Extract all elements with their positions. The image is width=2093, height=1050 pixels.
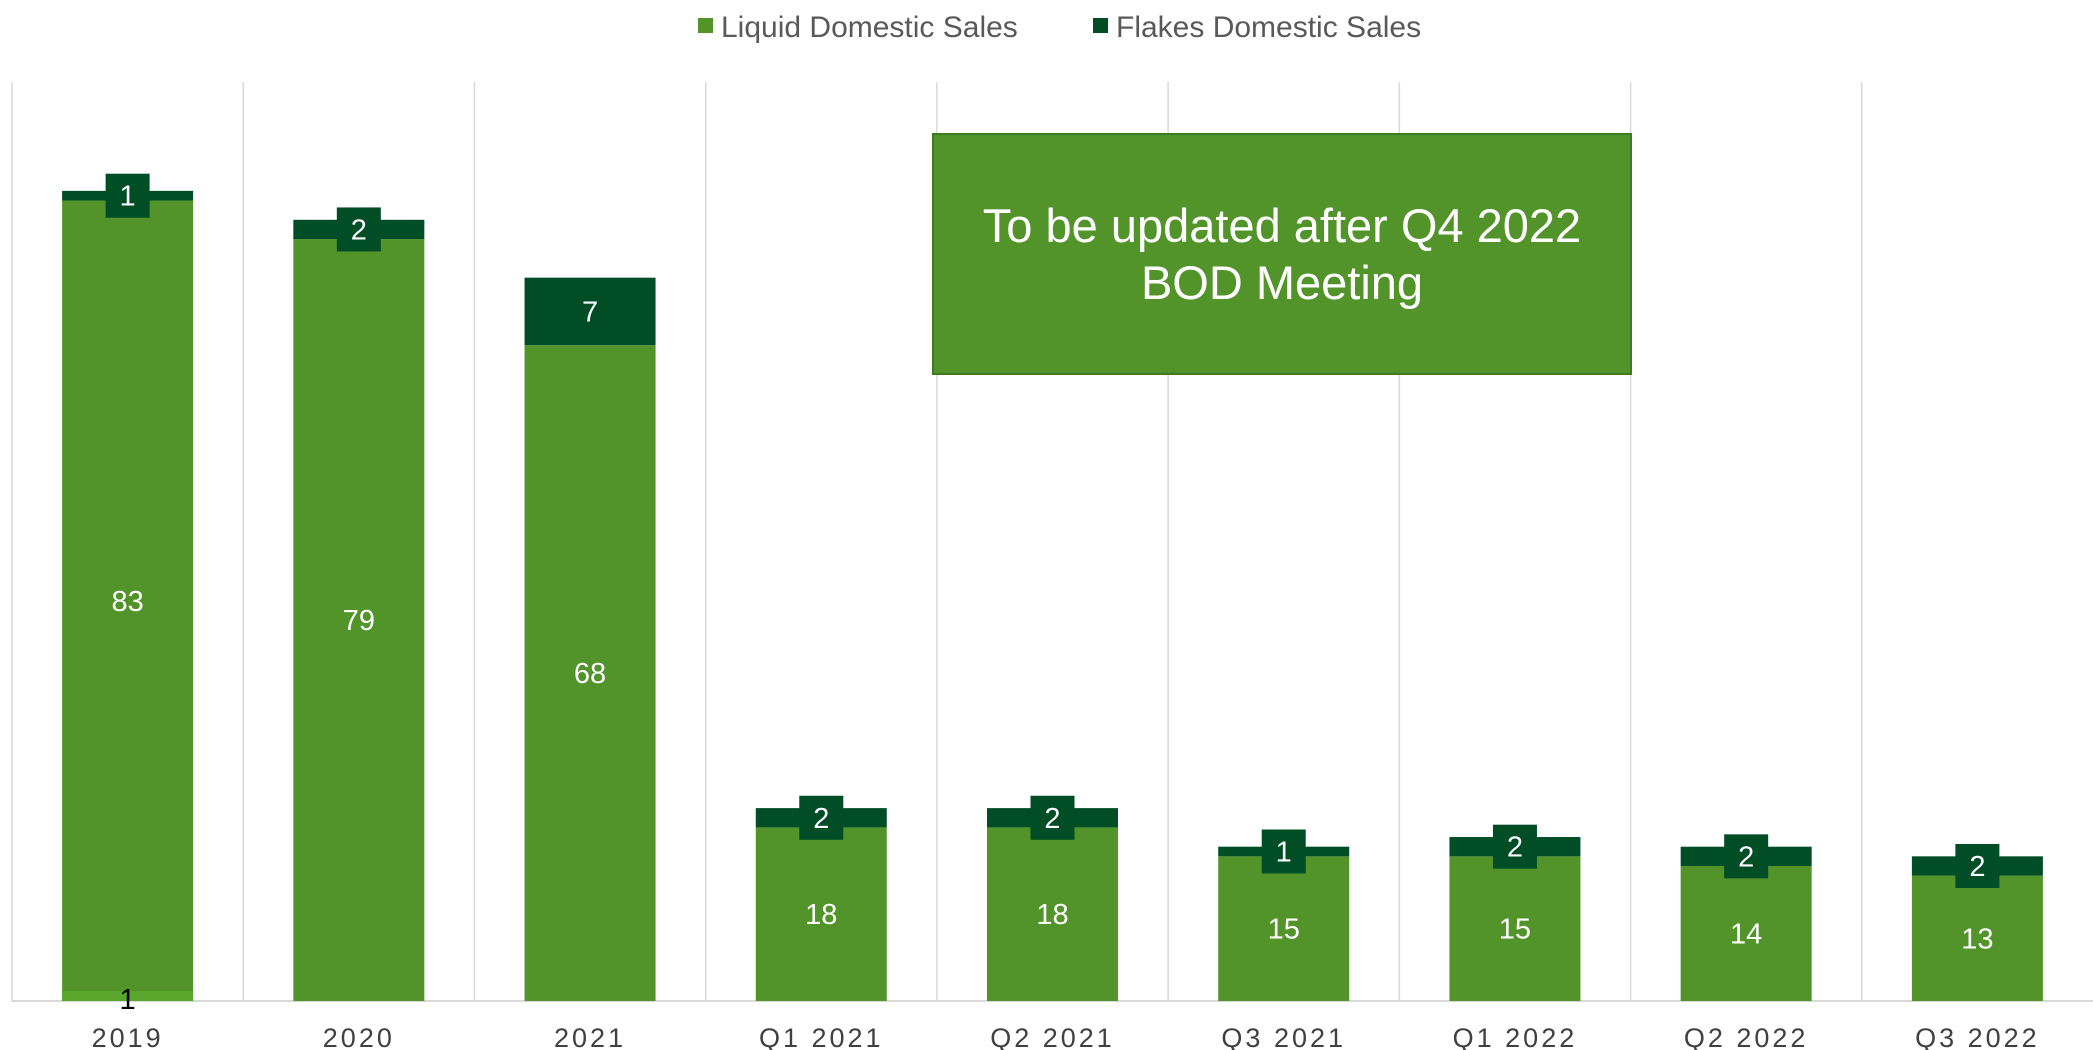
- bar-liquid-2021: [524, 345, 656, 1002]
- legend-swatch-flakes-domestic-sales: [1093, 18, 1108, 33]
- bar-liquid-q1-2022: [1449, 856, 1581, 1001]
- label-liquid-q3-2021: 15: [1268, 914, 1300, 946]
- label-box-flakes-q3-2021: [1261, 829, 1306, 874]
- label-box-flakes-2019: [105, 173, 150, 218]
- label-box-flakes-q1-2022: [1492, 824, 1537, 869]
- legend-label-liquid-domestic-sales: Liquid Domestic Sales: [721, 11, 1018, 44]
- label-flakes-q1-2022: 2: [1507, 832, 1523, 864]
- bar-liquid-q2-2022: [1680, 865, 1812, 1001]
- extra-label-2019: 1: [120, 984, 136, 1016]
- label-liquid-2020: 79: [343, 605, 375, 637]
- label-liquid-q3-2022: 13: [1961, 923, 1993, 955]
- bar-liquid-q1-2021: [755, 827, 887, 1001]
- data-labels: 83 1 79 2 68 7 18 2 18 2 15 1 15 2 14 2 13 2 1: [105, 173, 2000, 1016]
- label-liquid-q1-2021: 18: [805, 899, 837, 931]
- label-box-flakes-q1-2021: [799, 795, 844, 840]
- bars: [62, 190, 2043, 1002]
- bar-liquid-q3-2022: [1911, 875, 2043, 1001]
- x-tick-2021: 2021: [554, 1023, 626, 1050]
- x-tick-q1-2021: Q1 2021: [759, 1023, 884, 1050]
- x-tick-q3-2022: Q3 2022: [1915, 1023, 2040, 1050]
- bar-liquid-2020: [293, 239, 425, 1002]
- label-box-flakes-q2-2021: [1030, 795, 1075, 840]
- x-tick-q2-2022: Q2 2022: [1684, 1023, 1809, 1050]
- label-flakes-2021: 7: [582, 296, 598, 328]
- label-flakes-q3-2022: 2: [1969, 851, 1985, 883]
- label-liquid-q2-2021: 18: [1036, 899, 1068, 931]
- label-box-flakes-q3-2022: [1955, 843, 2000, 888]
- label-box-flakes-2020: [336, 207, 381, 252]
- x-tick-2020: 2020: [323, 1023, 395, 1050]
- label-liquid-q1-2022: 15: [1499, 914, 1531, 946]
- bar-liquid-q2-2021: [987, 827, 1118, 1001]
- label-liquid-q2-2022: 14: [1730, 918, 1762, 950]
- label-liquid-2021: 68: [574, 658, 606, 690]
- x-tick-q3-2021: Q3 2021: [1221, 1023, 1346, 1050]
- update-note-box: To be updated after Q4 2022 BOD Meeting: [932, 133, 1632, 375]
- x-axis-tick-labels: 2019 2020 2021 Q1 2021 Q2 2021 Q3 2021 Q1 2022…: [92, 1023, 2040, 1050]
- label-liquid-2019: 83: [111, 586, 143, 618]
- bar-sliver-2019: [62, 991, 194, 1001]
- x-tick-2019: 2019: [92, 1023, 164, 1050]
- legend: Liquid Domestic Sales Flakes Domestic Sa…: [698, 11, 1421, 44]
- label-flakes-2020: 2: [351, 214, 367, 246]
- label-box-flakes-q2-2022: [1724, 834, 1769, 879]
- label-flakes-q3-2021: 1: [1276, 837, 1292, 869]
- legend-swatch-liquid-domestic-sales: [698, 18, 713, 33]
- legend-label-flakes-domestic-sales: Flakes Domestic Sales: [1116, 11, 1421, 44]
- label-flakes-q2-2022: 2: [1738, 841, 1754, 873]
- label-flakes-2019: 1: [120, 181, 136, 213]
- label-flakes-q2-2021: 2: [1044, 803, 1060, 835]
- x-tick-q1-2022: Q1 2022: [1453, 1023, 1578, 1050]
- bar-liquid-2019: [62, 200, 194, 1001]
- label-flakes-q1-2021: 2: [813, 803, 829, 835]
- bar-liquid-q3-2021: [1218, 856, 1350, 1001]
- bar-flakes-2021: [524, 277, 656, 346]
- x-tick-q2-2021: Q2 2021: [990, 1023, 1115, 1050]
